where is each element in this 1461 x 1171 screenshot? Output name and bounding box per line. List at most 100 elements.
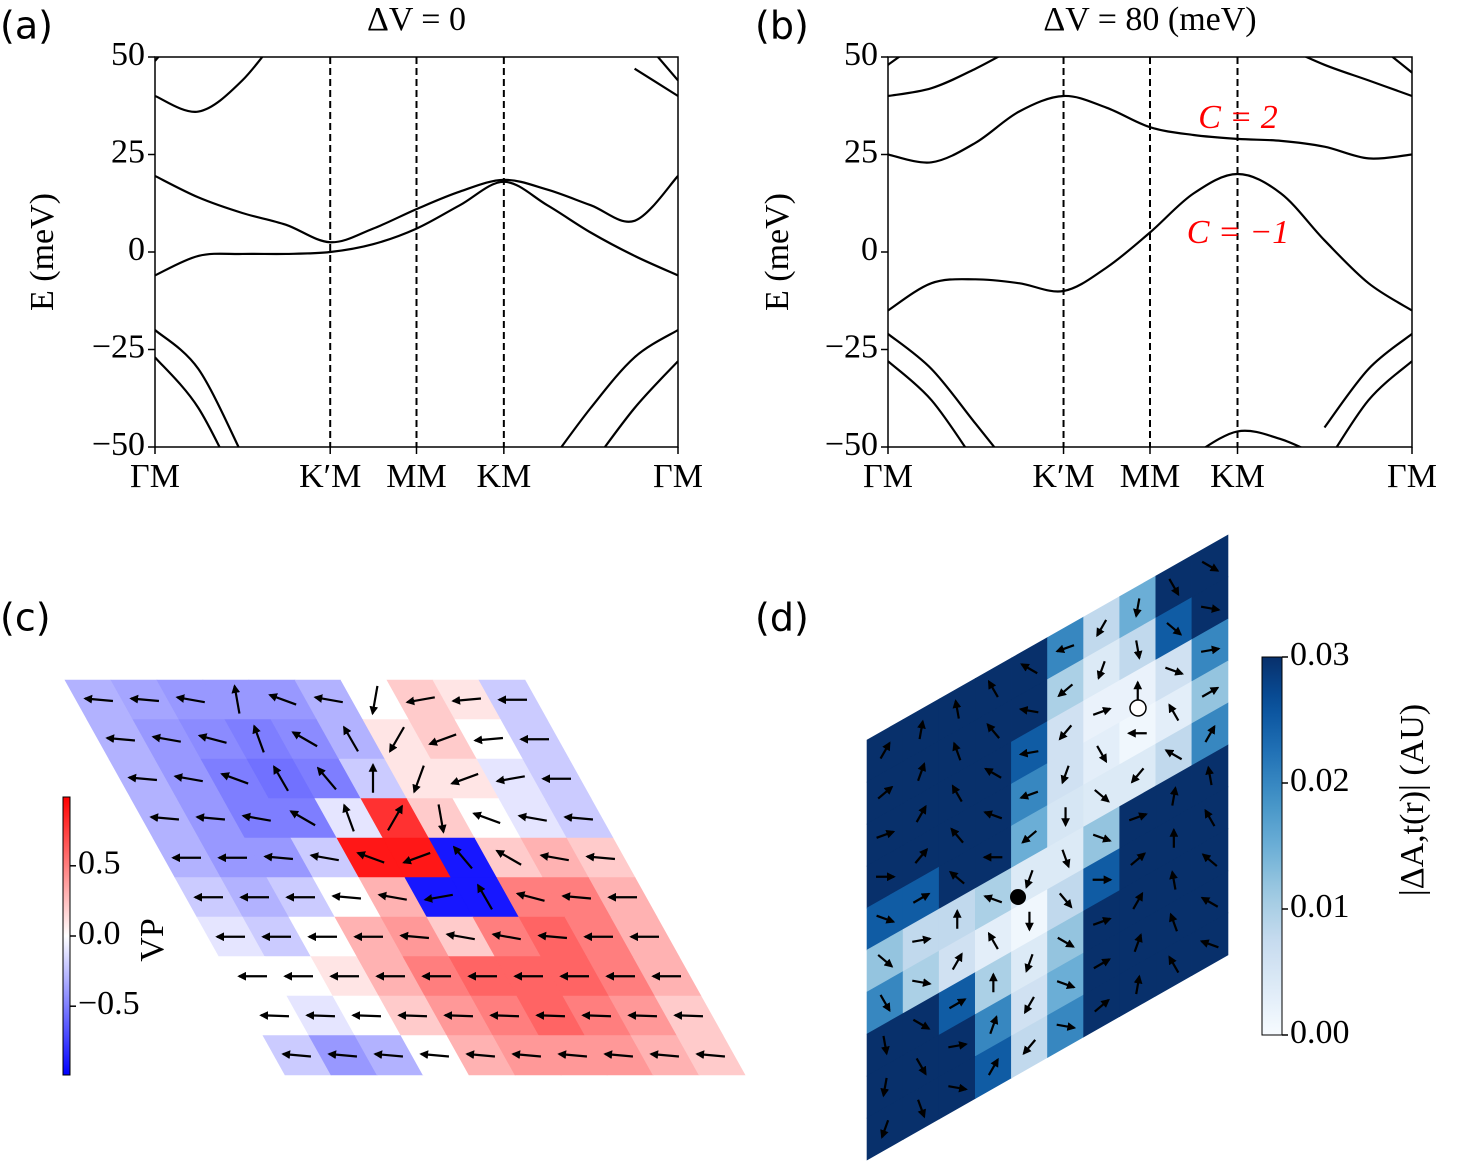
vector-arrow (1096, 660, 1106, 680)
colorbar-tick-label: −0.5 (78, 985, 140, 1022)
vector-arrow (1058, 724, 1073, 741)
vector-arrow (877, 785, 894, 800)
vector-arrow (695, 1050, 726, 1060)
vector-arrow (1168, 703, 1180, 722)
vector-arrow (879, 994, 891, 1013)
vector-arrow (377, 891, 407, 901)
panel-label: (a) (0, 4, 53, 48)
colorbar-label: |ΔA,t(r)| (AU) (1394, 704, 1431, 896)
vector-arrow (195, 813, 226, 823)
colorbar-tick-label: 0.01 (1290, 888, 1350, 925)
vector-arrow (309, 852, 339, 862)
vector-arrow (220, 772, 249, 785)
vector-arrow (603, 1050, 634, 1060)
vector-arrow (450, 772, 479, 786)
band-line (155, 329, 678, 447)
vector-arrow (983, 810, 1003, 820)
vector-arrow (356, 851, 385, 864)
vector-arrow (129, 694, 160, 704)
vector-arrow (1060, 765, 1070, 785)
vector-arrow (405, 696, 435, 706)
vector-arrow (105, 734, 136, 744)
vector-arrow (281, 1050, 312, 1060)
vector-arrow (397, 1011, 428, 1020)
vector-arrow (948, 1041, 968, 1050)
vector-arrow (1018, 706, 1039, 715)
vector-arrow (912, 978, 932, 987)
vector-arrow (557, 1050, 588, 1060)
vector-arrow (989, 1015, 999, 1035)
vector-arrow (1092, 706, 1112, 716)
vector-arrow (495, 849, 522, 866)
vector-arrow (313, 694, 343, 704)
vector-arrow (1130, 767, 1145, 784)
vector-arrow (1201, 853, 1218, 867)
vector-arrow (1094, 789, 1110, 803)
vector-arrow (561, 892, 592, 902)
colorbar-tick-label: 0.00 (1290, 1014, 1350, 1051)
vector-arrow (402, 851, 431, 865)
vector-arrow (175, 694, 205, 704)
vector-arrow (231, 684, 241, 714)
vector-arrow (423, 893, 453, 903)
vector-arrow (472, 811, 501, 825)
y-tick-label: −25 (92, 328, 145, 365)
vector-arrow (1018, 748, 1039, 758)
vector-arrow (917, 1099, 926, 1119)
vector-arrow (428, 733, 457, 746)
vector-arrow (1022, 1039, 1037, 1055)
vector-arrow (399, 931, 430, 941)
annotation: C = 2 (1198, 99, 1278, 136)
vector-arrow (912, 1018, 931, 1030)
vector-arrow (268, 693, 297, 706)
y-tick-label: 25 (844, 133, 878, 170)
x-tick-label: ΓM (653, 458, 703, 495)
vector-arrow (1133, 598, 1142, 618)
vector-arrow (1132, 891, 1144, 910)
vector-arrow (1201, 560, 1220, 572)
vector-arrow (986, 723, 1000, 739)
vector-arrow (389, 726, 405, 753)
vector-arrow (1199, 939, 1219, 949)
x-tick-label: KM (1210, 458, 1265, 495)
vector-arrow (876, 914, 896, 924)
panel-label: (c) (0, 596, 51, 640)
vector-arrow (1056, 980, 1076, 990)
vector-arrow (539, 852, 569, 862)
vector-arrow (537, 931, 568, 941)
vector-arrow (912, 935, 932, 945)
y-tick-label: 0 (861, 231, 878, 268)
vector-arrow (649, 1050, 680, 1060)
vector-arrow (917, 719, 926, 740)
vector-arrow (387, 804, 403, 831)
vector-arrow (342, 803, 355, 832)
vector-arrow (127, 773, 158, 783)
vector-arrow (1024, 869, 1034, 889)
vector-arrow (1096, 745, 1108, 764)
vector-arrow (259, 1011, 290, 1020)
vector-arrow (473, 735, 504, 745)
vector-arrow (948, 998, 967, 1010)
colorbar (1261, 656, 1283, 1036)
vector-arrow (477, 883, 493, 910)
vector-arrow (1169, 912, 1178, 932)
vector-arrow (1165, 666, 1184, 676)
vector-arrow (987, 931, 999, 950)
vector-arrow (369, 685, 379, 716)
vector-arrow (197, 733, 227, 744)
vector-arrow (1200, 645, 1221, 655)
vector-arrow (451, 695, 482, 705)
vector-arrow (1169, 870, 1178, 890)
vector-arrow (273, 765, 289, 792)
colorbar-tick-label: 0.02 (1290, 762, 1350, 799)
vector-arrow (173, 773, 203, 783)
vector-arrow (1169, 786, 1179, 806)
vector-arrow (627, 1011, 658, 1020)
vector-arrow (948, 1083, 968, 1093)
vector-arrow (673, 1011, 704, 1020)
filled-marker (1010, 889, 1026, 905)
y-axis-label: E (meV) (24, 193, 61, 311)
band-line (155, 180, 678, 277)
vector-arrow (1023, 996, 1035, 1015)
